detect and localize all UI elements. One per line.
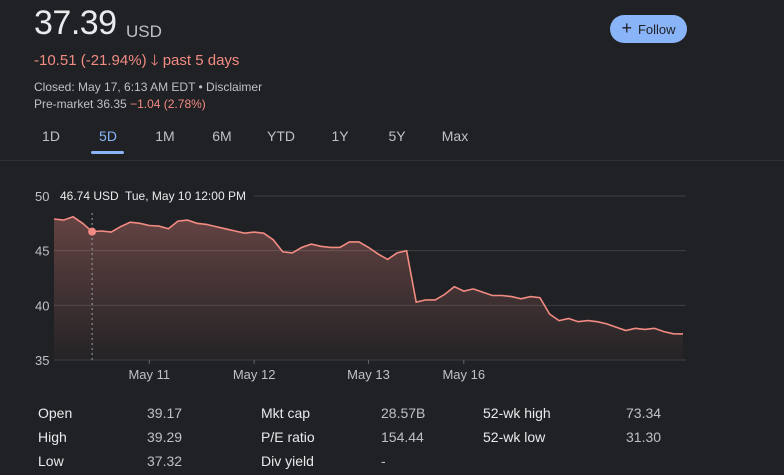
tooltip-value: 46.74 USD: [60, 189, 119, 203]
stat-52wk-high-value: 73.34: [626, 405, 662, 421]
tab-6m[interactable]: 6M: [212, 128, 232, 144]
chart-area-fill: [54, 216, 683, 360]
premarket-label: Pre-market 36.35: [34, 97, 127, 111]
y-tick-label: 50: [35, 189, 49, 204]
price-chart[interactable]: 50 45 40 35 May 11 May 12 May 13 May 16 46.74 …: [0, 170, 784, 392]
stat-low-value: 37.32: [147, 453, 183, 469]
stat-52wk-high-label: 52-wk high: [483, 405, 551, 421]
currency-label: USD: [126, 22, 162, 41]
tab-1m[interactable]: 1M: [155, 128, 175, 144]
x-tick-label: May 13: [347, 367, 390, 382]
y-tick-label: 45: [35, 244, 49, 259]
range-tabs: 1D 5D 1M 6M YTD 1Y 5Y Max: [0, 128, 784, 156]
stat-52wk-low-value: 31.30: [626, 429, 662, 445]
change-period: past 5 days: [162, 52, 240, 69]
stat-pe-value: 154.44: [381, 429, 424, 445]
tab-1y[interactable]: 1Y: [331, 128, 349, 144]
plus-icon: +: [621, 18, 632, 38]
follow-label: Follow: [637, 21, 676, 37]
stat-high-label: High: [38, 429, 67, 445]
stat-mktcap-label: Mkt cap: [261, 405, 311, 421]
price-change: -10.51 (-21.94%) 🡓 past 5 days: [34, 50, 239, 75]
arrow-down-icon: 🡓: [150, 52, 159, 69]
stat-divyield-value: -: [381, 453, 386, 469]
hover-point: [88, 227, 97, 236]
x-tick-label: May 12: [233, 367, 276, 382]
chart-price-line: [53, 215, 684, 335]
active-tab-indicator: [91, 151, 124, 154]
tab-ytd[interactable]: YTD: [267, 128, 295, 144]
divider: [0, 160, 784, 161]
x-tick-label: May 16: [442, 367, 485, 382]
y-tick-label: 35: [35, 353, 49, 368]
stat-52wk-low-label: 52-wk low: [483, 429, 546, 445]
stock-price: 37.39: [34, 4, 117, 42]
tab-max[interactable]: Max: [441, 128, 469, 144]
stat-mktcap-value: 28.57B: [381, 405, 426, 421]
stat-open-label: Open: [38, 405, 73, 421]
stat-low-label: Low: [38, 453, 64, 469]
x-tick-label: May 11: [128, 367, 170, 382]
stat-high-value: 39.29: [147, 429, 183, 445]
stat-divyield-label: Div yield: [261, 453, 314, 469]
tooltip-date: Tue, May 10 12:00 PM: [125, 189, 246, 203]
tab-5y[interactable]: 5Y: [388, 128, 406, 144]
tab-5d[interactable]: 5D: [99, 128, 117, 144]
stat-pe-label: P/E ratio: [261, 429, 315, 445]
y-tick-label: 40: [35, 298, 49, 313]
price-change-value: -10.51 (-21.94%): [34, 52, 147, 69]
closed-info: Closed: May 17, 6:13 AM EDT • Disclaimer: [34, 80, 263, 94]
tab-1d[interactable]: 1D: [42, 128, 60, 144]
premarket-change: −1.04 (2.78%): [130, 97, 206, 111]
chart-tooltip: 46.74 USD Tue, May 10 12:00 PM: [52, 182, 254, 210]
follow-button[interactable]: + Follow: [610, 15, 687, 43]
stat-open-value: 39.17: [147, 405, 183, 421]
stats-table: Open 39.17 High 39.29 Low 37.32 Mkt cap …: [0, 400, 784, 475]
premarket-info: Pre-market 36.35 −1.04 (2.78%): [34, 97, 206, 111]
